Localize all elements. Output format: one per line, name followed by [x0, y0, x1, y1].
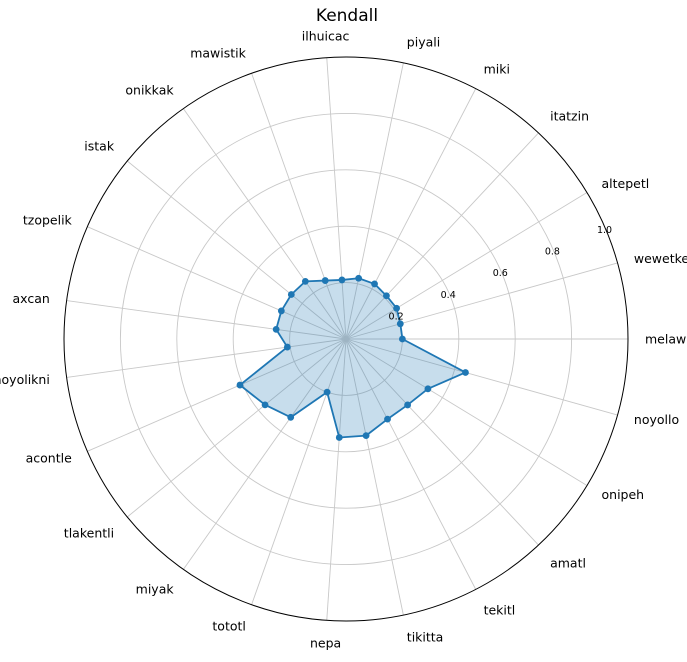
data-point — [272, 326, 280, 333]
data-point — [371, 280, 378, 288]
tick-label: 0.8 — [545, 247, 560, 258]
spoke-line — [251, 338, 347, 605]
spoke-line — [345, 338, 477, 590]
category-label-istak: istak — [84, 138, 115, 153]
category-label-noyollo: noyollo — [634, 412, 679, 427]
tick-label: 0.2 — [389, 311, 404, 322]
series-fill — [239, 278, 466, 438]
spoke-line — [66, 338, 347, 378]
data-point — [338, 276, 346, 284]
data-point — [301, 278, 309, 285]
grid-ring — [119, 112, 573, 566]
spoke-line — [326, 57, 347, 340]
data-points — [236, 274, 469, 441]
spoke-line — [126, 338, 347, 518]
tick-label: 1.0 — [597, 225, 612, 236]
spoke-line — [345, 262, 618, 340]
category-label-altepetl: altepetl — [602, 176, 650, 191]
data-point — [287, 291, 295, 298]
category-label-wewetkeh: wewetkeh — [634, 251, 687, 266]
data-point — [404, 401, 411, 409]
category-label-amatl: amatl — [550, 556, 586, 571]
data-point — [355, 274, 363, 282]
data-point — [287, 413, 295, 421]
data-point — [277, 307, 285, 315]
category-label-tlakentli: tlakentli — [64, 526, 114, 541]
data-point — [383, 292, 390, 300]
data-point — [396, 320, 404, 328]
data-point — [393, 304, 400, 312]
data-area — [239, 277, 467, 439]
spoke-line — [345, 132, 539, 340]
category-label-acontle: acontle — [26, 451, 72, 466]
spoke-line — [345, 338, 618, 416]
category-label-miyak: miyak — [136, 581, 175, 596]
category-label-miki: miki — [484, 62, 510, 77]
data-point — [362, 432, 370, 440]
spoke-line — [87, 226, 347, 340]
data-point — [323, 388, 331, 396]
data-point — [236, 381, 244, 389]
spoke-line — [87, 338, 347, 452]
spoke-line — [345, 88, 477, 340]
grid-ring — [232, 225, 460, 453]
data-point — [321, 277, 329, 284]
spoke-line — [345, 192, 588, 340]
data-point — [424, 385, 432, 393]
data-point — [384, 415, 391, 423]
data-point — [261, 401, 269, 409]
category-label-axcan: axcan — [13, 291, 50, 306]
chart-title: Kendall — [316, 6, 378, 26]
grid — [63, 56, 629, 622]
spoke-line — [345, 338, 539, 546]
category-label-melawak: melawak — [645, 332, 687, 347]
radial-tick-labels: 0.2 0.4 0.6 0.8 1.0 — [389, 225, 613, 322]
category-label-piyali: piyali — [407, 34, 440, 49]
spoke-line — [326, 338, 347, 621]
category-label-onipeh: onipeh — [602, 487, 645, 502]
category-label-ilhuicac: ilhuicac — [302, 29, 350, 44]
category-labels: melawak wewetkeh altepetl itatzin miki piyali… — [0, 29, 687, 651]
spoke-line — [183, 338, 347, 570]
category-label-itatzin: itatzin — [550, 109, 589, 124]
spoke-line — [126, 160, 347, 340]
spoke-line — [345, 338, 404, 616]
tick-label: 0.6 — [493, 268, 508, 279]
category-label-nepa: nepa — [310, 635, 341, 650]
spoke-line — [66, 300, 347, 340]
category-label-onikkak: onikkak — [125, 83, 174, 98]
spoke-line — [183, 108, 347, 340]
data-point — [283, 343, 291, 351]
data-point — [399, 335, 406, 343]
category-label-tototl: tototl — [212, 619, 245, 634]
spoke-line — [345, 62, 404, 340]
category-label-tikitta: tikitta — [407, 630, 444, 645]
data-point — [335, 434, 343, 441]
data-point — [462, 369, 469, 376]
outer-ring — [63, 56, 629, 622]
spoke-line — [251, 73, 347, 340]
category-label-tzopelik: tzopelik — [23, 212, 73, 227]
grid-ring — [176, 169, 516, 509]
category-label-mawistik: mawistik — [190, 45, 246, 60]
spoke-line — [345, 338, 588, 486]
tick-label: 0.4 — [441, 290, 456, 301]
category-label-tekitl: tekitl — [484, 603, 516, 618]
